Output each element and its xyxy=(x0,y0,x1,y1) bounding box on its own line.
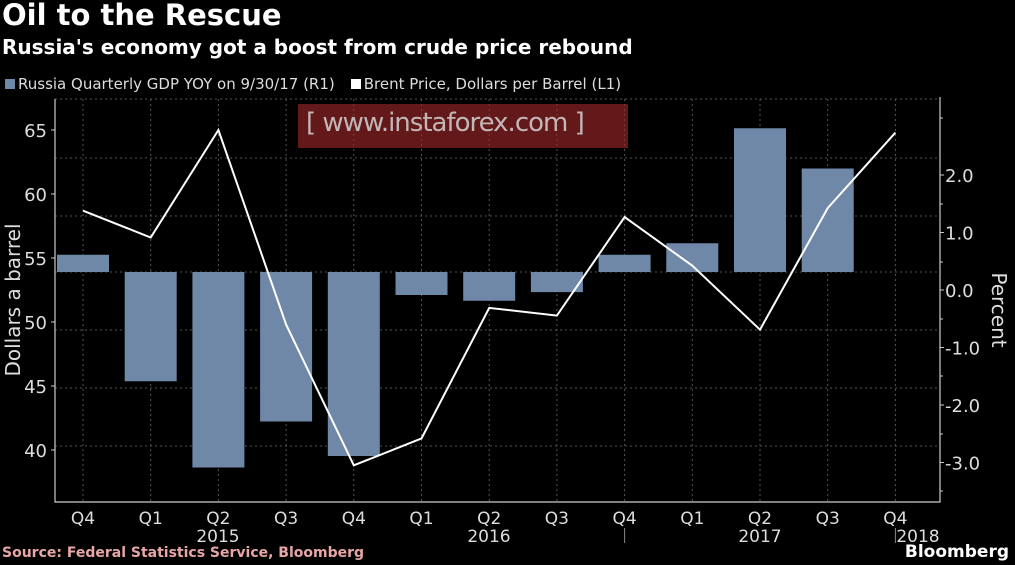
gdp-bar xyxy=(57,254,109,272)
gdp-bar xyxy=(124,272,177,382)
year-label: 2016 xyxy=(467,527,510,547)
x-tick-label: Q1 xyxy=(680,509,704,529)
watermark-text: [ www.instaforex.com ] xyxy=(306,108,585,138)
x-tick-label: Q4 xyxy=(883,509,907,529)
x-tick-label: Q2 xyxy=(477,509,501,529)
gdp-bar xyxy=(192,272,245,468)
x-tick-label: Q1 xyxy=(409,509,433,529)
year-label: 2018 xyxy=(896,527,939,547)
gdp-bar xyxy=(598,254,651,272)
x-tick-label: Q2 xyxy=(206,509,230,529)
x-tick-label: Q1 xyxy=(139,509,163,529)
bloomberg-logo: Bloomberg xyxy=(904,542,1009,562)
plot-frame xyxy=(54,97,941,503)
left-tick-label: 60 xyxy=(24,185,47,206)
x-tick-label: Q2 xyxy=(748,509,772,529)
x-tick-label: Q4 xyxy=(71,509,95,529)
left-tick-label: 50 xyxy=(24,313,47,334)
legend-item-gdp: Russia Quarterly GDP YOY on 9/30/17 (R1) xyxy=(5,75,335,93)
legend: Russia Quarterly GDP YOY on 9/30/17 (R1)… xyxy=(5,75,621,93)
watermark-overlay xyxy=(298,104,628,148)
gdp-bar xyxy=(801,168,854,272)
x-tick-label: Q3 xyxy=(274,509,298,529)
x-tick-label: Q3 xyxy=(545,509,569,529)
source-note: Source: Federal Statistics Service, Bloo… xyxy=(2,545,365,561)
x-tick-label: Q4 xyxy=(612,509,636,529)
left-tick-label: 55 xyxy=(24,249,47,270)
right-tick-label: -1.0 xyxy=(945,339,980,360)
legend-swatch-brent xyxy=(350,79,361,89)
legend-item-brent: Brent Price, Dollars per Barrel (L1) xyxy=(350,75,622,93)
gdp-bar xyxy=(260,272,313,422)
left-axis-label: Dollars a barrel xyxy=(1,223,25,376)
x-tick-label: Q4 xyxy=(342,509,366,529)
left-tick-label: 45 xyxy=(24,377,47,398)
year-label: 2017 xyxy=(738,527,781,547)
gdp-bar xyxy=(530,272,583,293)
left-tick-label: 40 xyxy=(24,441,47,462)
legend-label-brent: Brent Price, Dollars per Barrel (L1) xyxy=(363,75,622,93)
left-tick-label: 65 xyxy=(24,121,47,142)
gdp-bar xyxy=(327,272,380,456)
right-axis-label: Percent xyxy=(987,272,1011,347)
gdp-bar xyxy=(463,272,516,301)
legend-swatch-gdp xyxy=(5,79,15,89)
chart-title: Oil to the Rescue xyxy=(2,0,282,32)
right-tick-label: -3.0 xyxy=(945,454,980,475)
right-tick-label: 2.0 xyxy=(945,166,974,187)
x-tick-label: Q3 xyxy=(816,509,840,529)
right-tick-label: -2.0 xyxy=(945,396,980,417)
gdp-bar xyxy=(666,243,719,272)
gdp-bar xyxy=(734,128,786,272)
year-label: 2015 xyxy=(196,527,239,547)
chart-subtitle: Russia's economy got a boost from crude … xyxy=(2,35,633,59)
legend-label-gdp: Russia Quarterly GDP YOY on 9/30/17 (R1) xyxy=(18,75,335,93)
right-tick-label: 1.0 xyxy=(945,224,974,245)
gdp-bar xyxy=(395,272,448,295)
right-tick-label: 0.0 xyxy=(945,281,974,302)
